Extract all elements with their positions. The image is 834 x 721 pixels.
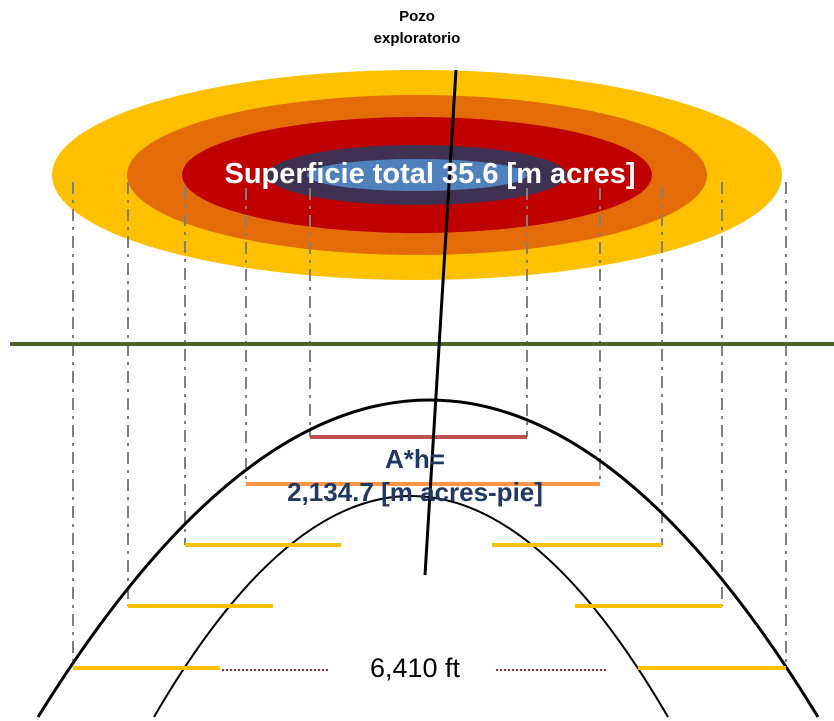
volume-label: A*h= 2,134.7 [m acres-pie] — [200, 443, 630, 509]
upper-anticline-curve — [36, 398, 820, 718]
volume-label-line1: A*h= — [385, 444, 445, 474]
well-label-line2: exploratorio — [373, 30, 461, 47]
distance-label: 6,410 ft — [369, 653, 461, 683]
well-label: Pozo exploratorio — [357, 6, 477, 50]
surface-map — [52, 70, 782, 280]
exploratory-well — [423, 69, 458, 576]
volume-label-line2: 2,134.7 [m acres-pie] — [287, 477, 543, 507]
surface-area-label: Superficie total 35.6 [m acres] — [224, 158, 636, 190]
contour-lines — [73, 435, 786, 670]
projection-lines — [72, 182, 787, 668]
inner-core — [307, 159, 527, 191]
well-label-line1: Pozo — [399, 8, 435, 25]
